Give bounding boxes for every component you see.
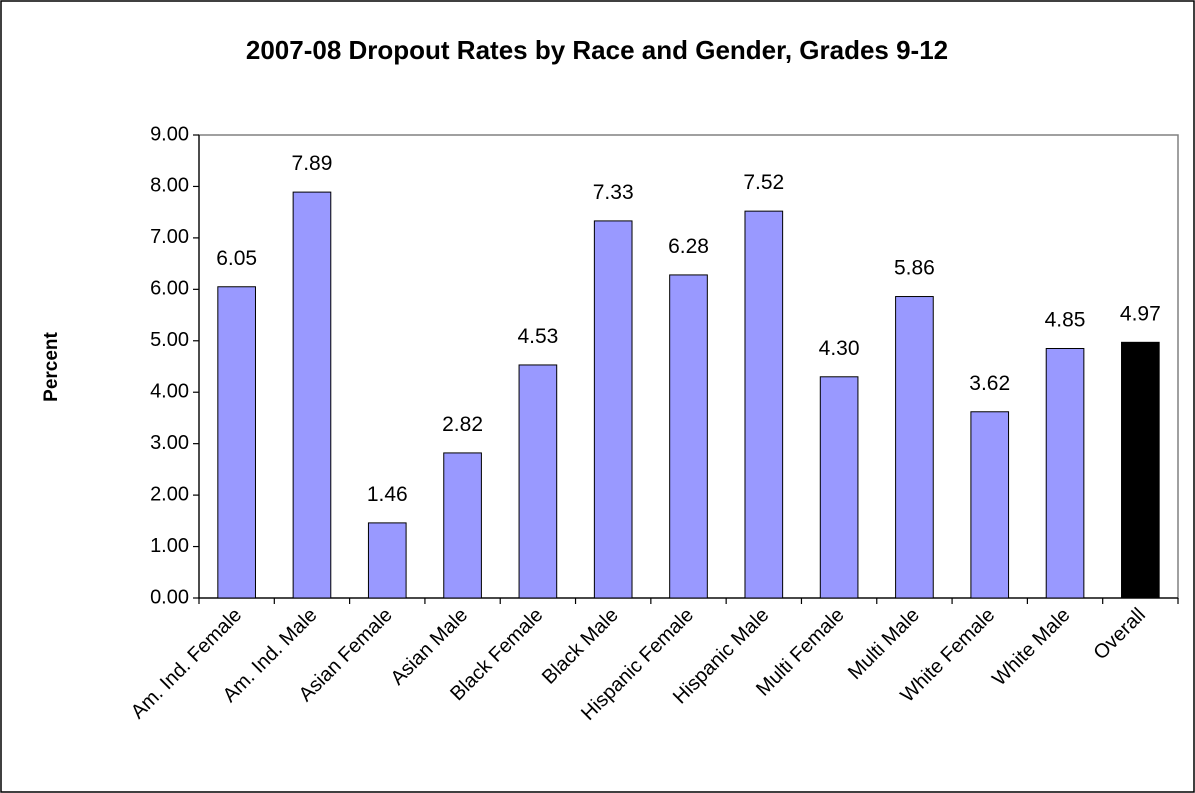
y-tick-label: 0.00: [150, 586, 189, 608]
y-tick-label: 9.00: [150, 123, 189, 145]
bar: [1121, 341, 1160, 599]
bar: [744, 210, 784, 599]
value-label: 1.46: [367, 483, 408, 506]
value-label: 7.52: [743, 171, 784, 194]
bar: [518, 364, 558, 599]
value-label: 7.33: [593, 181, 634, 204]
value-label: 4.53: [517, 325, 558, 348]
y-tick-label: 4.00: [150, 381, 189, 403]
chart-title: 2007-08 Dropout Rates by Race and Gender…: [246, 35, 948, 65]
value-label: 3.62: [969, 372, 1010, 395]
value-label: 6.28: [668, 235, 709, 258]
y-tick-label: 5.00: [150, 329, 189, 351]
y-axis-label: Percent: [41, 331, 62, 401]
bar: [367, 522, 407, 599]
value-label: 2.82: [442, 413, 483, 436]
bar: [970, 411, 1010, 599]
y-tick-label: 6.00: [150, 278, 189, 300]
value-label: 4.85: [1045, 308, 1086, 331]
bar: [1045, 347, 1085, 599]
value-label: 5.86: [894, 257, 935, 280]
value-label: 4.30: [819, 337, 860, 360]
bar: [819, 376, 859, 599]
y-tick-label: 7.00: [150, 226, 189, 248]
bar: [292, 191, 332, 599]
bar: [669, 274, 708, 599]
bar: [443, 452, 482, 599]
value-label: 6.05: [216, 247, 257, 270]
value-label: 4.97: [1120, 302, 1161, 325]
y-tick-label: 3.00: [150, 432, 189, 454]
y-tick-label: 2.00: [150, 483, 189, 505]
y-tick-label: 1.00: [150, 535, 189, 557]
bar: [593, 220, 633, 599]
bar: [895, 296, 934, 599]
y-tick-label: 8.00: [150, 175, 189, 197]
value-label: 7.89: [292, 152, 333, 175]
bar: [217, 286, 256, 599]
